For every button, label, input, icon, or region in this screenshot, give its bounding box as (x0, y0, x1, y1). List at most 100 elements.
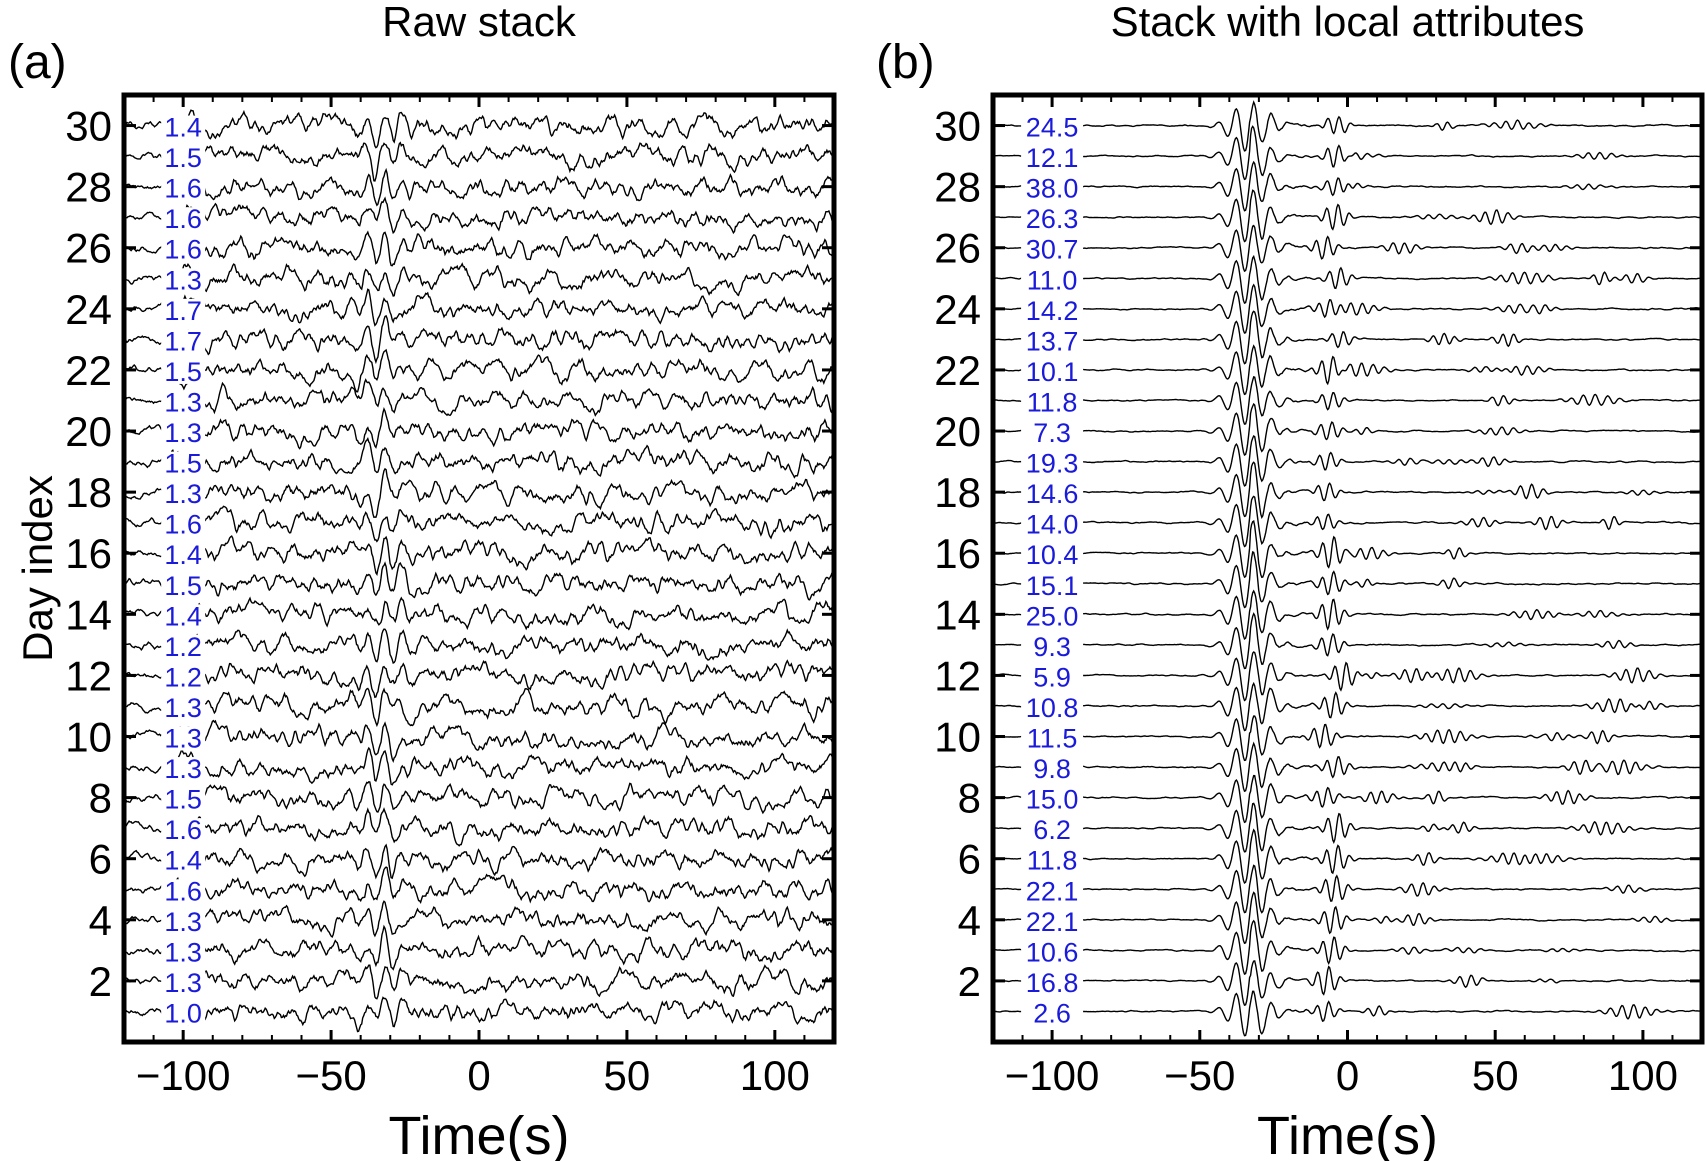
trace-day-11 (993, 681, 1702, 732)
trace-day-5 (993, 864, 1702, 914)
day-annotation: 1.3 (164, 754, 202, 784)
day-annotation: 1.6 (164, 876, 202, 906)
y-tick-label: 10 (934, 714, 981, 761)
trace-day-4 (124, 900, 834, 938)
y-tick-label: 28 (65, 164, 112, 211)
trace-day-3 (124, 924, 834, 971)
trace-day-20 (124, 407, 834, 450)
trace-day-20 (993, 402, 1702, 457)
trace-day-4 (993, 891, 1702, 945)
trace-day-19 (124, 437, 834, 479)
panel-a-raw-stack: Raw stack1.01.31.31.31.61.41.61.51.31.31… (14, 0, 837, 1161)
day-annotation: 1.6 (164, 510, 202, 540)
x-tick-label: −100 (136, 1052, 231, 1099)
trace-day-8 (124, 781, 834, 815)
day-annotation: 1.6 (164, 174, 202, 204)
trace-day-28 (124, 167, 834, 207)
day-annotation: 12.1 (1026, 143, 1079, 173)
y-tick-label: 8 (958, 775, 981, 822)
day-annotation: 2.6 (1033, 998, 1071, 1028)
day-annotation: 30.7 (1026, 235, 1079, 265)
trace-day-18 (124, 467, 834, 518)
y-tick-label: 20 (65, 408, 112, 455)
trace-day-6 (993, 828, 1702, 884)
trace-day-2 (124, 964, 834, 1000)
x-axis-label: Time(s) (389, 1106, 570, 1161)
chart-title: Raw stack (382, 0, 577, 45)
trace-day-5 (124, 866, 834, 905)
day-annotation: 1.4 (164, 846, 202, 876)
x-tick-label: 100 (1608, 1052, 1678, 1099)
trace-day-13 (124, 628, 834, 665)
trace-day-16 (993, 519, 1702, 579)
y-tick-label: 22 (65, 347, 112, 394)
day-annotation: 14.6 (1026, 479, 1079, 509)
trace-day-11 (124, 687, 834, 728)
trace-day-1 (993, 990, 1702, 1037)
day-annotation: 1.3 (164, 937, 202, 967)
day-annotation: 1.7 (164, 296, 202, 326)
y-tick-label: 18 (65, 469, 112, 516)
day-annotation: 16.8 (1026, 968, 1079, 998)
panel-b-local-attributes: Stack with local attributes2.616.810.622… (934, 0, 1705, 1161)
traces-group (124, 109, 834, 1033)
trace-day-27 (124, 196, 834, 235)
day-annotation: 19.3 (1026, 449, 1079, 479)
x-tick-label: 50 (1472, 1052, 1519, 1099)
trace-day-19 (993, 434, 1702, 487)
x-tick-label: −50 (1164, 1052, 1235, 1099)
x-tick-label: −100 (1005, 1052, 1100, 1099)
y-tick-label: 22 (934, 347, 981, 394)
y-tick-label: 10 (65, 714, 112, 761)
trace-day-3 (993, 919, 1702, 976)
day-annotation: 11.5 (1027, 724, 1078, 754)
day-annotation: 1.0 (164, 998, 202, 1028)
day-annotation: 14.0 (1026, 510, 1079, 540)
y-tick-label: 16 (934, 530, 981, 577)
day-annotation: 24.5 (1026, 113, 1079, 143)
trace-day-10 (993, 715, 1702, 762)
day-annotation: 22.1 (1026, 907, 1079, 937)
trace-day-14 (124, 596, 834, 631)
trace-day-12 (124, 659, 834, 699)
trace-day-18 (993, 461, 1702, 519)
day-annotation: 11.8 (1027, 846, 1078, 876)
trace-day-26 (124, 230, 834, 267)
trace-day-6 (124, 843, 834, 880)
x-tick-label: −50 (295, 1052, 366, 1099)
trace-day-25 (993, 254, 1702, 305)
x-tick-label: 100 (740, 1052, 810, 1099)
y-tick-label: 14 (934, 591, 981, 638)
day-annotation: 9.3 (1033, 632, 1071, 662)
x-axis-label: Time(s) (1257, 1106, 1438, 1161)
y-tick-label: 30 (65, 103, 112, 150)
plot-frame (990, 92, 1705, 1045)
y-tick-label: 24 (65, 286, 112, 333)
day-annotation: 1.3 (164, 265, 202, 295)
trace-day-24 (124, 288, 834, 327)
chart-title: Stack with local attributes (1111, 0, 1585, 45)
day-annotation: 10.6 (1026, 937, 1079, 967)
day-annotation: 1.7 (164, 326, 202, 356)
trace-day-21 (993, 376, 1702, 425)
trace-day-2 (993, 960, 1702, 1006)
day-annotation: 10.1 (1026, 357, 1079, 387)
day-annotation: 1.3 (164, 724, 202, 754)
trace-day-17 (993, 495, 1702, 548)
trace-day-9 (993, 741, 1702, 793)
trace-day-28 (993, 160, 1702, 212)
trace-day-29 (124, 141, 834, 182)
day-annotation: 11.8 (1027, 387, 1078, 417)
y-tick-label: 24 (934, 286, 981, 333)
y-tick-label: 2 (89, 958, 112, 1005)
trace-day-23 (124, 314, 834, 365)
y-tick-label: 26 (65, 225, 112, 272)
trace-day-24 (993, 283, 1702, 334)
day-annotation: 11.0 (1027, 265, 1078, 295)
y-tick-label: 6 (958, 836, 981, 883)
day-annotation: 15.1 (1026, 571, 1079, 601)
trace-day-17 (124, 505, 834, 543)
y-tick-label: 16 (65, 530, 112, 577)
trace-day-29 (993, 125, 1702, 181)
